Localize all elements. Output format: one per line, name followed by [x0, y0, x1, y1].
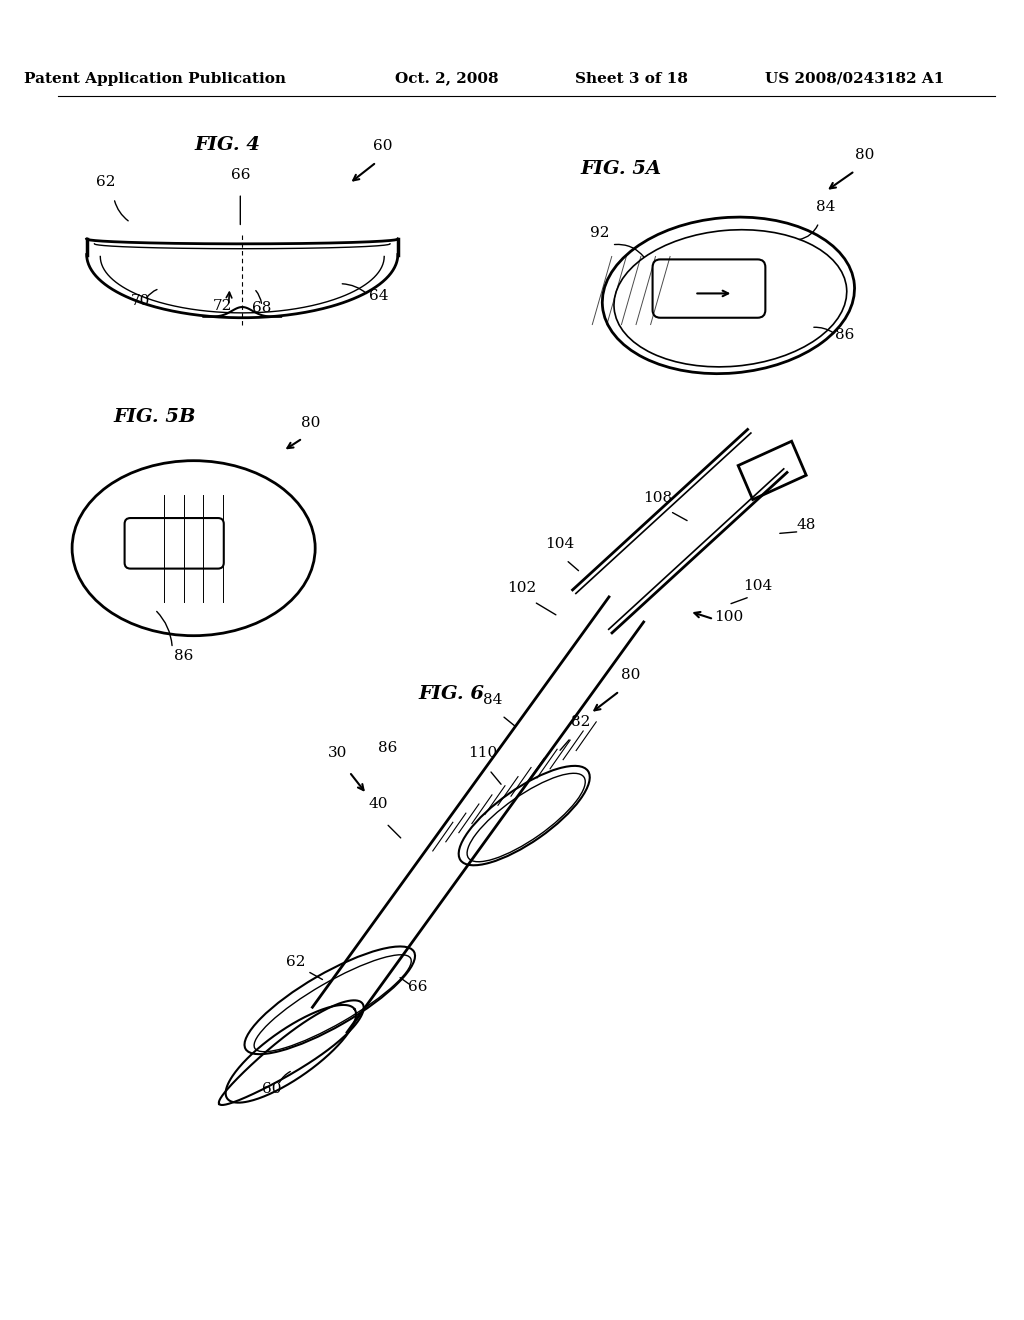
Text: 108: 108: [643, 491, 672, 506]
Text: 104: 104: [546, 537, 574, 552]
Text: Sheet 3 of 18: Sheet 3 of 18: [574, 71, 688, 86]
Text: 70: 70: [130, 294, 150, 308]
Text: 66: 66: [408, 979, 427, 994]
Text: 60: 60: [374, 139, 393, 153]
Text: 62: 62: [96, 174, 116, 189]
Text: 72: 72: [213, 298, 232, 313]
Text: FIG. 4: FIG. 4: [195, 136, 261, 153]
Text: 48: 48: [797, 517, 816, 532]
Text: FIG. 5B: FIG. 5B: [114, 408, 196, 426]
Text: 84: 84: [483, 693, 503, 706]
Text: 68: 68: [252, 301, 271, 315]
Text: Patent Application Publication: Patent Application Publication: [24, 71, 286, 86]
Text: FIG. 6: FIG. 6: [418, 685, 484, 702]
Text: 104: 104: [743, 579, 772, 593]
Text: 86: 86: [174, 649, 194, 663]
Text: US 2008/0243182 A1: US 2008/0243182 A1: [765, 71, 944, 86]
Text: 30: 30: [328, 746, 347, 760]
Text: 62: 62: [286, 956, 305, 969]
Text: 64: 64: [369, 289, 388, 304]
Text: 80: 80: [855, 148, 874, 162]
Text: 80: 80: [301, 416, 321, 429]
Text: 40: 40: [369, 797, 388, 810]
Text: 102: 102: [507, 581, 536, 595]
Text: 92: 92: [590, 226, 610, 240]
Text: 82: 82: [571, 715, 590, 729]
Text: 60: 60: [262, 1081, 282, 1096]
Text: 110: 110: [468, 746, 497, 760]
Text: FIG. 5A: FIG. 5A: [581, 160, 663, 178]
Text: Oct. 2, 2008: Oct. 2, 2008: [394, 71, 499, 86]
Text: 86: 86: [836, 329, 855, 342]
Text: 80: 80: [622, 668, 641, 682]
Text: 100: 100: [714, 610, 743, 624]
Text: 86: 86: [379, 742, 397, 755]
Text: 66: 66: [230, 168, 250, 182]
Text: 84: 84: [816, 199, 836, 214]
